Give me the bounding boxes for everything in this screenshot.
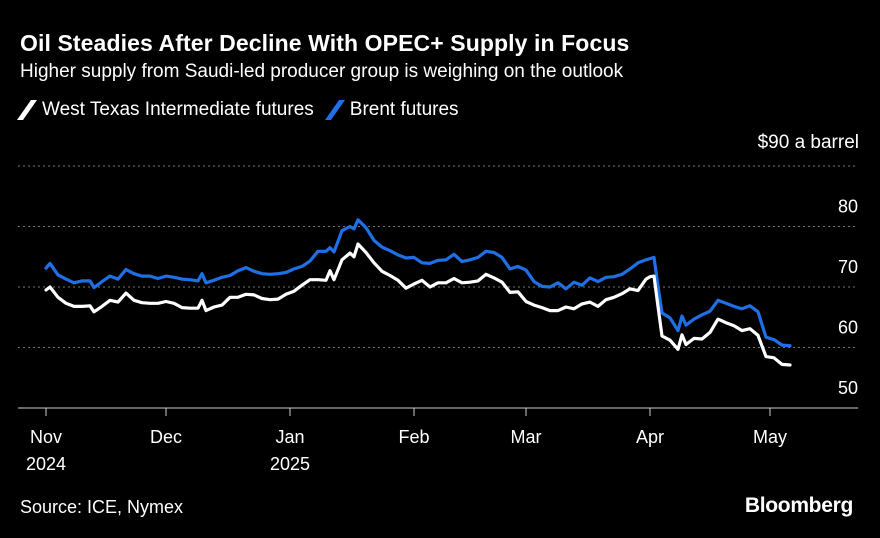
series-line-brent <box>44 218 792 348</box>
x-tick-label-mar: Mar <box>511 427 542 447</box>
legend-label-wti: West Texas Intermediate futures <box>42 99 314 120</box>
legend-item-wti: West Texas Intermediate futures <box>16 99 314 121</box>
x-tick-label-may: May <box>753 427 787 447</box>
y-axis-unit-label: $90 a barrel <box>757 132 859 153</box>
legend: West Texas Intermediate futures Brent fu… <box>16 99 473 121</box>
x-tick-label-feb: Feb <box>398 427 429 447</box>
y-tick-label-60: 60 <box>838 318 858 338</box>
chart-title: Oil Steadies After Decline With OPEC+ Su… <box>20 30 630 56</box>
bloomberg-logo: Bloomberg <box>744 494 853 517</box>
y-tick-label-50: 50 <box>838 378 858 398</box>
x-tick-year-2025: 2025 <box>270 454 310 474</box>
y-tick-label-80: 80 <box>838 197 858 217</box>
chart-subtitle: Higher supply from Saudi-led producer gr… <box>20 61 624 82</box>
x-tick-label-apr: Apr <box>636 427 664 447</box>
legend-item-brent: Brent futures <box>324 99 459 121</box>
y-tick-label-70: 70 <box>838 257 858 277</box>
x-tick-label-dec: Dec <box>150 427 182 447</box>
legend-label-brent: Brent futures <box>349 99 459 120</box>
x-tick-label-nov: Nov <box>30 427 62 447</box>
x-tick-label-jan: Jan <box>275 427 304 447</box>
series-line-wti <box>44 242 792 367</box>
x-tick-year-2024: 2024 <box>26 454 66 474</box>
source-note: Source: ICE, Nymex <box>20 497 184 517</box>
